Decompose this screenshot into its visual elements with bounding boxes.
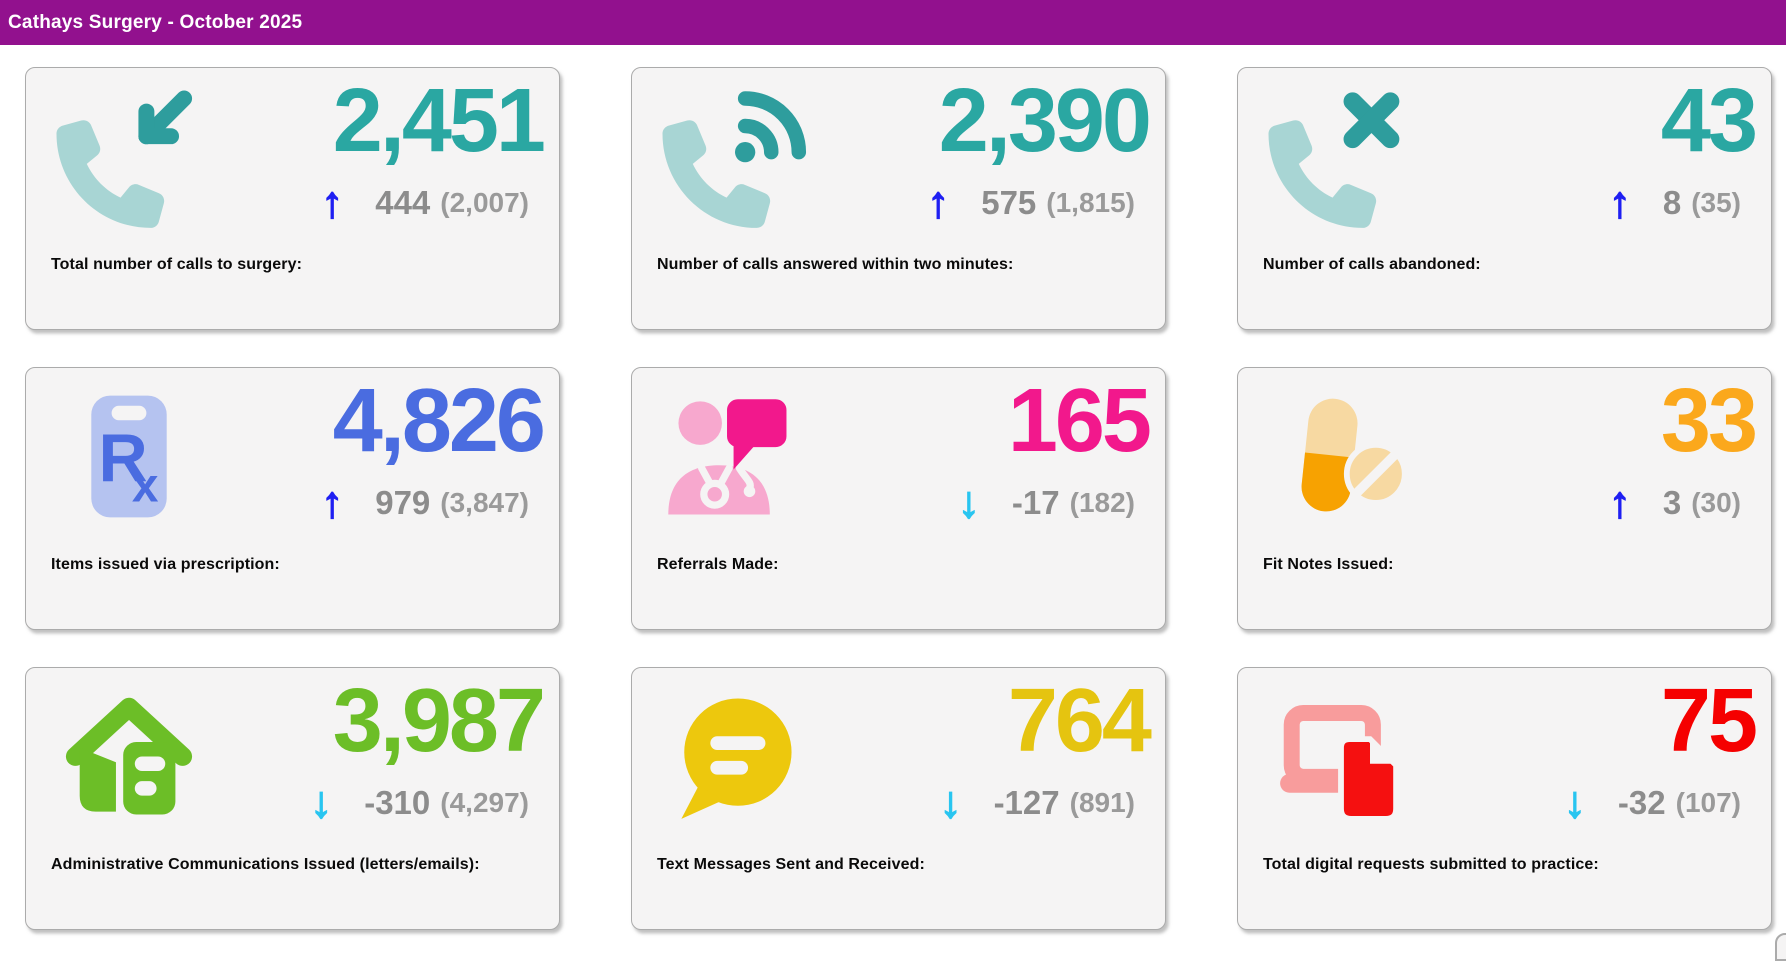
call-answered-icon — [660, 84, 810, 229]
kpi-card-house-communications[interactable]: 3,987 ↓ -310 (4,297) Administrative Comm… — [25, 667, 560, 930]
chat-bubble-icon — [660, 684, 810, 829]
kpi-value: 3,987 — [332, 671, 546, 771]
kpi-delta-value: -127 — [993, 784, 1060, 821]
kpi-value: 2,451 — [332, 71, 546, 171]
kpi-card-pills[interactable]: 33 ↑ 3 (30) Fit Notes Issued: — [1237, 367, 1772, 630]
kpi-delta-value: -310 — [364, 784, 431, 821]
kpi-card-chat-bubble[interactable]: 764 ↓ -127 (891) Text Messages Sent and … — [631, 667, 1166, 930]
kpi-value: 43 — [1660, 71, 1758, 171]
kpi-previous-value: (891) — [1069, 787, 1135, 818]
kpi-previous-value: (1,815) — [1046, 187, 1135, 218]
kpi-value: 75 — [1660, 671, 1758, 771]
kpi-card-referral[interactable]: 165 ↓ -17 (182) Referrals Made: — [631, 367, 1166, 630]
kpi-delta-value: 444 — [375, 184, 431, 221]
referral-icon — [660, 384, 810, 529]
kpi-card-digital-request[interactable]: 75 ↓ -32 (107) Total digital requests su… — [1237, 667, 1772, 930]
kpi-label: Text Messages Sent and Received: — [657, 856, 925, 873]
house-communications-icon — [54, 684, 204, 829]
kpi-delta-row: ↓ -127 (891) — [939, 778, 1135, 827]
kpi-value: 2,390 — [938, 71, 1152, 171]
kpi-value: 4,826 — [332, 371, 546, 471]
prescription-icon — [54, 384, 204, 529]
incoming-call-icon — [54, 84, 204, 229]
down-arrow-icon: ↓ — [1563, 778, 1587, 827]
call-abandoned-icon — [1266, 84, 1416, 229]
pills-icon — [1266, 384, 1416, 529]
up-arrow-icon: ↑ — [926, 178, 950, 227]
kpi-previous-value: (4,297) — [440, 787, 529, 818]
kpi-delta-row: ↓ -17 (182) — [957, 478, 1135, 527]
up-arrow-icon: ↑ — [1608, 478, 1632, 527]
kpi-card-incoming-call[interactable]: 2,451 ↑ 444 (2,007) Total number of call… — [25, 67, 560, 330]
up-arrow-icon: ↑ — [320, 478, 344, 527]
up-arrow-icon: ↑ — [1608, 178, 1632, 227]
report-title-bar: Cathays Surgery - October 2025 — [0, 0, 1786, 45]
kpi-label: Total number of calls to surgery: — [51, 256, 303, 273]
kpi-delta-row: ↓ -32 (107) — [1563, 778, 1741, 827]
kpi-delta-value: 575 — [981, 184, 1037, 221]
kpi-label: Referrals Made: — [657, 556, 779, 573]
digital-request-icon — [1266, 684, 1416, 829]
kpi-previous-value: (3,847) — [440, 487, 529, 518]
down-arrow-icon: ↓ — [939, 778, 963, 827]
kpi-delta-value: 8 — [1662, 184, 1682, 221]
kpi-delta-value: 979 — [375, 484, 431, 521]
kpi-card-call-abandoned[interactable]: 43 ↑ 8 (35) Number of calls abandoned: — [1237, 67, 1772, 330]
kpi-delta-value: -32 — [1617, 784, 1666, 821]
kpi-previous-value: (2,007) — [440, 187, 529, 218]
kpi-label: Administrative Communications Issued (le… — [51, 856, 480, 873]
kpi-delta-row: ↑ 444 (2,007) — [320, 178, 529, 227]
kpi-label: Number of calls answered within two minu… — [657, 256, 1014, 273]
kpi-value: 165 — [1007, 371, 1152, 471]
kpi-delta-row: ↑ 8 (35) — [1608, 178, 1741, 227]
kpi-previous-value: (107) — [1675, 787, 1741, 818]
kpi-previous-value: (182) — [1069, 487, 1135, 518]
kpi-value: 33 — [1660, 371, 1758, 471]
kpi-delta-row: ↑ 575 (1,815) — [926, 178, 1135, 227]
kpi-card-call-answered[interactable]: 2,390 ↑ 575 (1,815) Number of calls answ… — [631, 67, 1166, 330]
kpi-delta-row: ↑ 979 (3,847) — [320, 478, 529, 527]
kpi-grid: 2,451 ↑ 444 (2,007) Total number of call… — [25, 67, 1772, 930]
kpi-previous-value: (30) — [1691, 487, 1741, 518]
kpi-label: Number of calls abandoned: — [1263, 256, 1481, 273]
kpi-delta-row: ↑ 3 (30) — [1608, 478, 1741, 527]
kpi-label: Total digital requests submitted to prac… — [1263, 856, 1599, 873]
kpi-delta-value: 3 — [1662, 484, 1682, 521]
kpi-previous-value: (35) — [1691, 187, 1741, 218]
kpi-delta-row: ↓ -310 (4,297) — [309, 778, 529, 827]
down-arrow-icon: ↓ — [309, 778, 333, 827]
up-arrow-icon: ↑ — [320, 178, 344, 227]
kpi-delta-value: -17 — [1011, 484, 1060, 521]
report-title: Cathays Surgery - October 2025 — [8, 11, 303, 33]
kpi-value: 764 — [1007, 671, 1152, 771]
offscreen-card-corner-fragment — [1775, 933, 1786, 961]
kpi-label: Fit Notes Issued: — [1263, 556, 1394, 573]
kpi-card-prescription[interactable]: 4,826 ↑ 979 (3,847) Items issued via pre… — [25, 367, 560, 630]
kpi-label: Items issued via prescription: — [51, 556, 280, 573]
down-arrow-icon: ↓ — [957, 478, 981, 527]
